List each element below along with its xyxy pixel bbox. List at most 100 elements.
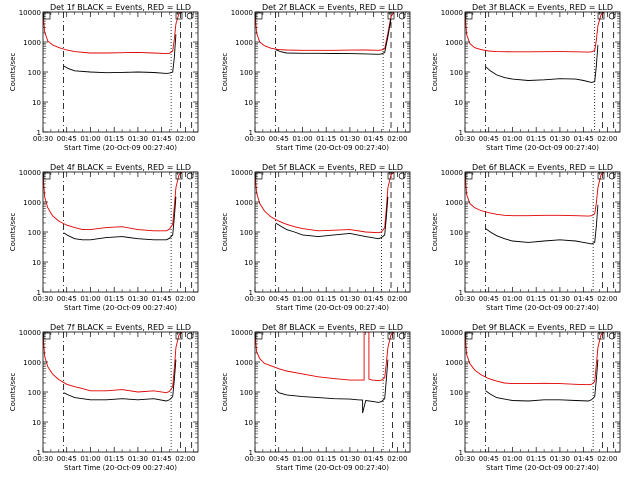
start-marker-square: [43, 172, 51, 180]
series-line-events: [485, 204, 599, 245]
x-tick-label: 00:45: [479, 135, 499, 143]
chart-panel-2: Det 2f BLACK = Events, RED = LLD 1 10 100 10…: [221, 3, 411, 152]
x-tick-label: 01:30: [550, 135, 570, 143]
chart-title: Det 1f BLACK = Events, RED = LLD: [50, 3, 191, 12]
plot-area: [465, 332, 615, 452]
plot-frame: [464, 331, 621, 453]
chart-title: Det 2f BLACK = Events, RED = LLD: [262, 3, 403, 12]
plot-area: [255, 332, 405, 452]
x-tick-label: 01:15: [526, 295, 546, 303]
x-tick-label: 01:00: [502, 455, 522, 463]
y-tick-label: 10000: [441, 329, 463, 337]
x-tick-label: 01:15: [104, 295, 124, 303]
x-tick-label: 01:00: [502, 295, 522, 303]
x-tick-label: 01:30: [550, 295, 570, 303]
y-tick-label: 1000: [445, 199, 463, 207]
y-tick-label: 10: [454, 419, 463, 427]
x-tick-label: 01:45: [574, 135, 594, 143]
x-tick-label: 01:00: [80, 455, 100, 463]
chart-panel-4: Det 4f BLACK = Events, RED = LLD 1 10 100 10…: [9, 163, 199, 312]
y-tick-label: 10: [454, 259, 463, 267]
start-marker-square: [255, 332, 263, 340]
x-tick-label: 00:30: [33, 135, 53, 143]
y-tick-label: 1: [37, 129, 41, 137]
x-tick-label: 01:30: [340, 455, 360, 463]
y-axis-label: Counts/sec: [431, 53, 439, 92]
series-line-lld: [255, 12, 395, 51]
x-tick-label: 01:45: [364, 295, 384, 303]
series-line-events: [275, 18, 392, 55]
plot-area: [465, 172, 615, 292]
x-tick-label: 01:00: [292, 455, 312, 463]
y-axis-label: Counts/sec: [221, 373, 229, 412]
y-tick-label: 10000: [19, 9, 41, 17]
series-line-lld: [43, 332, 183, 394]
x-axis-label: Start Time (20-Oct-09 00:27:40): [64, 304, 177, 312]
series-line-lld: [255, 332, 395, 382]
plot-frame: [464, 11, 621, 133]
end-marker-square: [387, 332, 395, 340]
y-tick-label: 100: [28, 69, 41, 77]
x-axis-label: Start Time (20-Oct-09 00:27:40): [64, 144, 177, 152]
y-tick-label: 100: [450, 229, 463, 237]
y-tick-label: 10: [32, 259, 41, 267]
y-tick-label: 1000: [445, 39, 463, 47]
y-tick-label: 10000: [441, 169, 463, 177]
series-line-events: [275, 359, 389, 414]
x-axis-label: Start Time (20-Oct-09 00:27:40): [486, 144, 599, 152]
plot-frame: [254, 171, 411, 293]
x-tick-label: 02:00: [597, 295, 617, 303]
x-tick-label: 01:15: [316, 135, 336, 143]
x-tick-label: 01:15: [104, 135, 124, 143]
y-axis-label: Counts/sec: [431, 373, 439, 412]
x-tick-label: 00:45: [269, 135, 289, 143]
end-marker-square: [387, 172, 395, 180]
x-tick-label: 01:45: [364, 455, 384, 463]
x-tick-label: 00:45: [269, 295, 289, 303]
y-axis-label: Counts/sec: [221, 213, 229, 252]
y-tick-label: 1000: [23, 199, 41, 207]
plot-area: [43, 172, 193, 292]
y-tick-label: 10000: [441, 9, 463, 17]
x-tick-label: 00:45: [57, 135, 77, 143]
end-marker-square: [597, 172, 605, 180]
chart-panel-9: Det 9f BLACK = Events, RED = LLD 1 10 100 10…: [431, 323, 621, 472]
y-tick-label: 10: [454, 99, 463, 107]
end-marker-square: [597, 332, 605, 340]
x-axis-label: Start Time (20-Oct-09 00:27:40): [276, 304, 389, 312]
end-marker-square: [175, 12, 183, 20]
y-axis-label: Counts/sec: [9, 373, 17, 412]
series-line-lld: [465, 332, 605, 386]
y-tick-label: 100: [240, 229, 253, 237]
y-tick-label: 1000: [235, 39, 253, 47]
y-tick-label: 10: [32, 99, 41, 107]
x-tick-label: 01:30: [128, 135, 148, 143]
x-tick-label: 02:00: [175, 135, 195, 143]
chart-title: Det 5f BLACK = Events, RED = LLD: [262, 163, 403, 172]
y-tick-label: 1000: [445, 359, 463, 367]
chart-title: Det 7f BLACK = Events, RED = LLD: [50, 323, 191, 332]
plot-area: [43, 12, 193, 132]
x-tick-label: 00:30: [455, 455, 475, 463]
x-tick-label: 01:15: [526, 135, 546, 143]
x-tick-label: 00:30: [33, 455, 53, 463]
y-tick-label: 1000: [23, 39, 41, 47]
chart-title: Det 8f BLACK = Events, RED = LLD: [262, 323, 403, 332]
x-tick-label: 01:45: [364, 135, 384, 143]
y-tick-label: 10: [244, 259, 253, 267]
end-marker-square: [175, 332, 183, 340]
x-tick-label: 01:15: [526, 455, 546, 463]
x-tick-label: 01:45: [152, 135, 172, 143]
series-line-events: [63, 359, 177, 402]
x-tick-label: 00:30: [455, 135, 475, 143]
start-marker-square: [43, 12, 51, 20]
x-tick-label: 01:45: [152, 295, 172, 303]
x-tick-label: 00:30: [33, 295, 53, 303]
end-marker-circle: [608, 332, 616, 340]
y-tick-label: 10000: [231, 329, 253, 337]
end-marker-circle: [608, 172, 616, 180]
chart-panel-5: Det 5f BLACK = Events, RED = LLD 1 10 100 10…: [221, 163, 411, 312]
y-tick-label: 100: [240, 389, 253, 397]
x-axis-label: Start Time (20-Oct-09 00:27:40): [276, 464, 389, 472]
